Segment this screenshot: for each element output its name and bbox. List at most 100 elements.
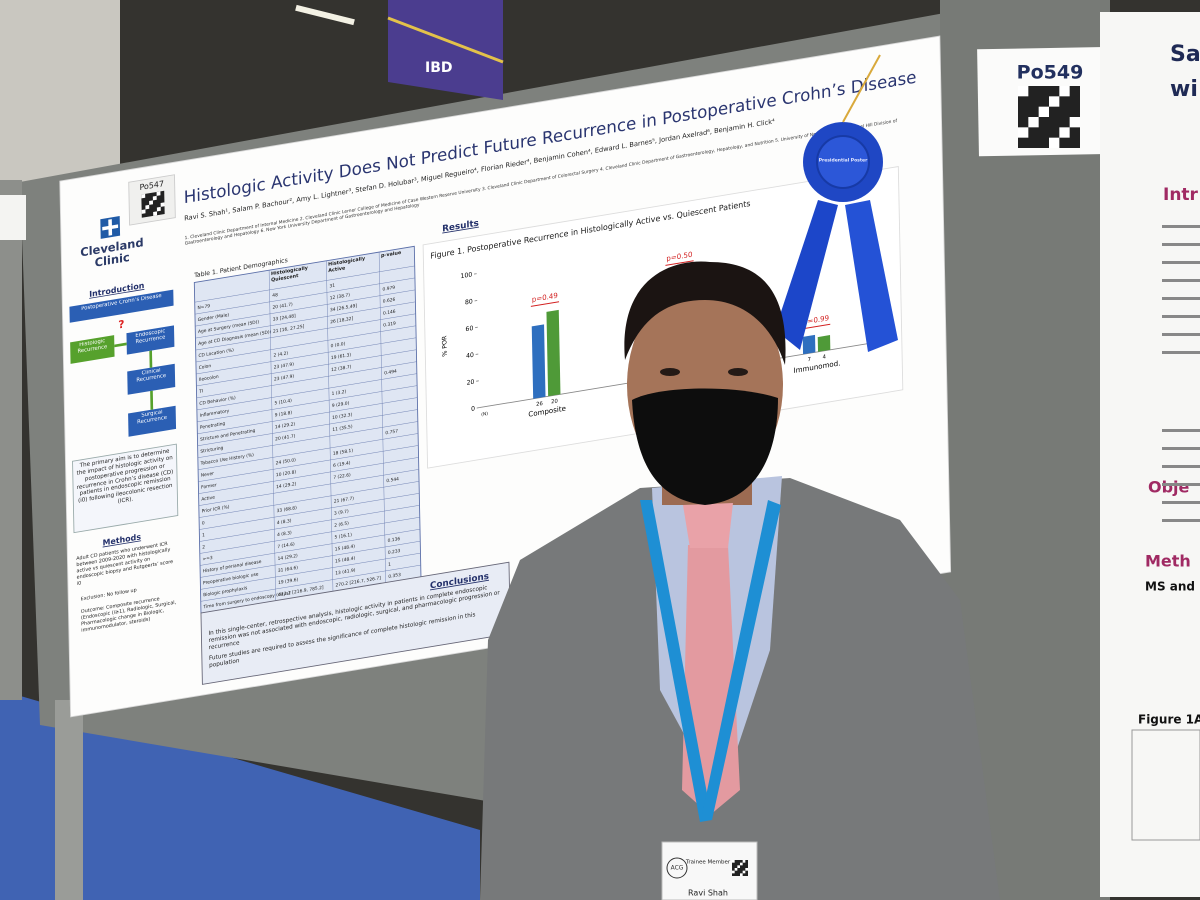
table-cell: 14 (29.2) [275,421,296,430]
table-cell: 34 [26.5,49] [330,303,358,314]
table-cell: 18 (58.1) [333,448,354,457]
qr-cell [156,191,161,196]
table-cell: Penetrating [200,421,226,431]
table-cell: 15 (48.4) [335,543,356,552]
flow-arrow [114,342,127,348]
ribbon-center [816,135,870,189]
qr-cell [145,204,150,210]
table-cell: Ileocolon [199,374,219,383]
badge-org: ACG [671,865,684,872]
table-rule [200,540,421,578]
table-cell: 31 [329,283,335,290]
y-tick-label: 40 [466,352,474,360]
table-cell: 12 (38.7) [331,364,352,373]
table-cell: >=3 [202,555,212,563]
neighbor-poster [1100,12,1200,897]
qr-cell [732,870,735,874]
table-cell: 12 (38.7) [330,292,351,301]
flow-box [69,289,174,323]
flow-box [128,405,177,437]
y-tick-label: 0 [471,405,475,413]
table-cell: 20 (41.7) [275,433,296,442]
ceiling-light [295,4,355,26]
bar [546,309,561,397]
table-cell: Gender (Male) [198,312,230,323]
table-cell: 19 (39.6) [278,577,299,586]
table-cell: 2 (6.5) [334,520,349,528]
table-cell: 1 [388,561,391,567]
table-cell: 0.979 [382,285,395,293]
ribbon-tail [775,200,838,350]
table-rule [197,409,418,447]
table-cell: 10 (20.8) [276,469,297,478]
table-cell: 6 (19.4) [333,460,351,469]
bar-count: 20 [551,398,558,405]
board-post [0,180,22,700]
eye [660,368,680,376]
left-tag [0,195,26,240]
table-rule [196,349,417,387]
text-line [1162,333,1200,336]
table-cell: 0 (0.0) [331,341,346,349]
table-cell: 9 (18.8) [275,410,293,419]
text-line [1162,483,1200,486]
text-line [1162,501,1200,504]
table-rule [195,301,416,339]
eye [728,368,748,376]
table-rule [200,552,421,590]
table-cell: 33 [24,48] [273,313,296,323]
qr-cell [742,860,746,863]
badge-role: Trainee Member [685,860,731,866]
text-line [1162,429,1200,432]
table-rule [197,397,418,435]
table-cell: 31 (64.6) [278,565,299,574]
table-rule [198,457,419,494]
table-cell: 21 (67.7) [334,496,355,505]
aim-box [72,443,179,534]
table-cell: 0.494 [384,368,397,376]
y-tick-label: 20 [467,379,475,387]
table-cell: TI [198,388,203,395]
diagram-box [1131,729,1200,841]
poster-tag: Po547 [139,179,164,192]
p-value-rule [665,260,694,266]
table-cell: Former [201,482,217,491]
table-cell: 21 [16, 27.25] [273,324,305,335]
table-cell: 9 (29.0) [332,400,350,409]
bar [531,324,546,399]
table-cell: Never [201,471,214,479]
text-line [1162,225,1200,228]
table-cell: 13 (41.9) [335,567,356,576]
qr-cell [740,873,743,876]
table-rule [195,325,416,363]
flow-box [127,363,176,395]
lanyard [640,500,712,822]
qr-cell [734,868,738,871]
board-number: Po549 [1017,62,1084,84]
table-rule [199,481,420,518]
table-rule [197,421,418,458]
table-cell: 5 (10.4) [274,398,292,407]
table-cell: 0.146 [383,309,396,317]
text-line [1162,465,1200,468]
table-cell: 11 (35.5) [332,424,353,433]
flow-box [126,325,175,355]
text-line [1162,261,1200,264]
table-rule [199,517,420,554]
bar [817,335,831,352]
table-cell: 19 (61.3) [331,352,352,361]
table-cell: 0.626 [383,297,396,305]
table-rule [199,505,420,542]
table-rule [198,469,419,506]
qr-cell [1059,86,1070,97]
table-rule [195,313,416,351]
table-cell: 1 (3.2) [332,389,347,397]
p-value-rule [802,323,831,330]
table-cell: 4 (8.3) [277,530,292,538]
qr-cell [1049,137,1060,148]
p-value: p=0.99 [803,313,830,326]
table-rule [194,265,415,303]
table-rule [200,564,421,602]
